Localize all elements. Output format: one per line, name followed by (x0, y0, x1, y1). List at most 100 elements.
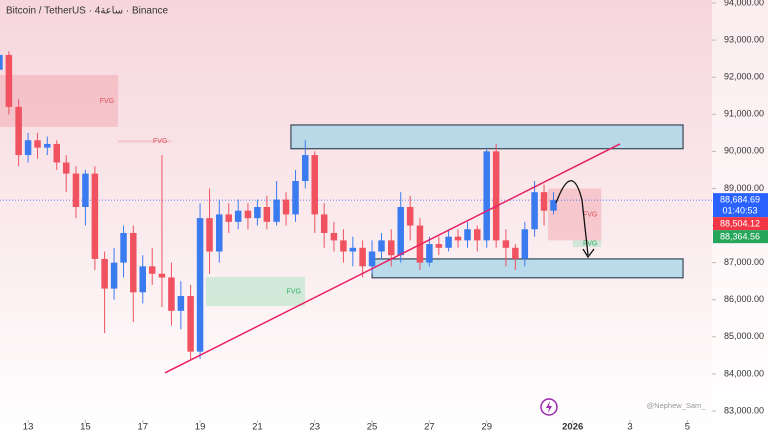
projection-arrow (555, 180, 595, 259)
candle-body (340, 240, 347, 252)
candle-body (349, 247, 357, 252)
candle-body (311, 155, 318, 215)
candle-body (196, 218, 204, 352)
candle-body (225, 214, 232, 222)
fvg-label: FVG (287, 288, 301, 295)
candle-body (234, 210, 242, 222)
price-label: 88,504.12 (720, 219, 760, 229)
candle-body (263, 206, 271, 222)
candle-body (473, 229, 481, 241)
chart-title: Bitcoin / TetherUS · 4ساعة · Binance (6, 6, 169, 17)
x-tick-label: 3 (627, 422, 632, 433)
candle-body (244, 210, 252, 219)
x-tick-label: 25 (367, 422, 378, 433)
candle-body (273, 199, 280, 222)
y-tick-label: 91,000.00 (724, 109, 764, 119)
x-tick-label: 29 (481, 422, 492, 433)
candle-body (388, 240, 395, 256)
icon[interactable] (540, 398, 558, 416)
fvg-zone (118, 140, 172, 143)
y-tick-label: 90,000.00 (724, 146, 764, 156)
x-tick-label: 19 (195, 422, 206, 433)
x-tick-label: 15 (80, 422, 91, 433)
candle-body (397, 206, 404, 256)
candle-body (502, 240, 510, 248)
candle-body (91, 173, 99, 259)
candle-body (82, 173, 89, 207)
candle-body (139, 266, 146, 293)
y-tick-label: 93,000.00 (724, 34, 764, 44)
candle-body (53, 143, 61, 163)
candle-body (426, 244, 433, 263)
price-label: 88,684.69 (720, 195, 760, 205)
candle-body (368, 251, 376, 267)
x-tick-label: 2026 (562, 422, 583, 433)
candle-body (406, 206, 414, 226)
candle-body (302, 155, 309, 182)
fvg-zone (205, 277, 305, 307)
candle-body (120, 232, 127, 263)
candle-body (282, 199, 290, 215)
y-tick-label: 92,000.00 (724, 72, 764, 82)
candle-body (521, 229, 529, 259)
candle-body (15, 106, 22, 156)
y-tick-label: 85,000.00 (724, 331, 764, 341)
y-tick-label: 83,000.00 (724, 405, 764, 415)
y-tick-label: 84,000.00 (724, 368, 764, 378)
countdown: 01:40:53 (722, 206, 757, 216)
candle-body (187, 296, 194, 352)
candle-body (158, 273, 166, 278)
fvg-label: FVG (100, 98, 114, 105)
price-label-box (713, 193, 768, 218)
fvg-label: FVG (583, 211, 597, 218)
candle-body (483, 151, 490, 241)
candle-body (254, 206, 261, 219)
price-label-box (713, 230, 768, 244)
candle-body (454, 236, 462, 241)
watermark: @Nephew_Sam_ (647, 401, 707, 410)
candle-body (0, 54, 3, 70)
candle-body (44, 143, 51, 148)
x-tick-label: 21 (252, 422, 263, 433)
x-tick-label: 27 (424, 422, 435, 433)
candle-body (540, 192, 548, 211)
candle-body (359, 247, 366, 267)
y-tick-label: 86,000.00 (724, 294, 764, 304)
candle-body (330, 232, 338, 241)
candle-body (445, 236, 452, 248)
candle-body (206, 218, 213, 252)
candle-body (24, 140, 32, 156)
candle-body (492, 151, 500, 241)
price-label: 88,364.56 (720, 232, 760, 242)
x-tick-label: 13 (23, 422, 34, 433)
y-tick-label: 87,000.00 (724, 257, 764, 267)
candle-body (110, 262, 118, 289)
candle-body (512, 247, 519, 259)
trendline (164, 143, 621, 374)
zone (290, 124, 684, 150)
x-tick-label: 23 (309, 422, 320, 433)
y-tick-label: 89,000.00 (724, 183, 764, 193)
y-tick-label: 94,000.00 (724, 0, 764, 7)
candle-body (130, 232, 137, 293)
candle-body (320, 214, 328, 233)
candle-body (5, 54, 13, 107)
candle-body (148, 266, 156, 274)
candle-body (378, 240, 385, 252)
candle-body (101, 258, 108, 289)
icon-bolt (546, 401, 552, 413)
fvg-label: FVG (153, 138, 167, 145)
candle-body (550, 200, 557, 211)
candle-body (62, 162, 70, 174)
x-tick-label: 17 (137, 422, 148, 433)
candle-body (464, 229, 471, 241)
candle-body (435, 244, 443, 248)
price-label-box (713, 217, 768, 231)
fvg-zone (548, 188, 602, 241)
candle-body (216, 214, 223, 252)
fvg-label: FVG (583, 241, 597, 248)
candle-body (292, 181, 299, 215)
